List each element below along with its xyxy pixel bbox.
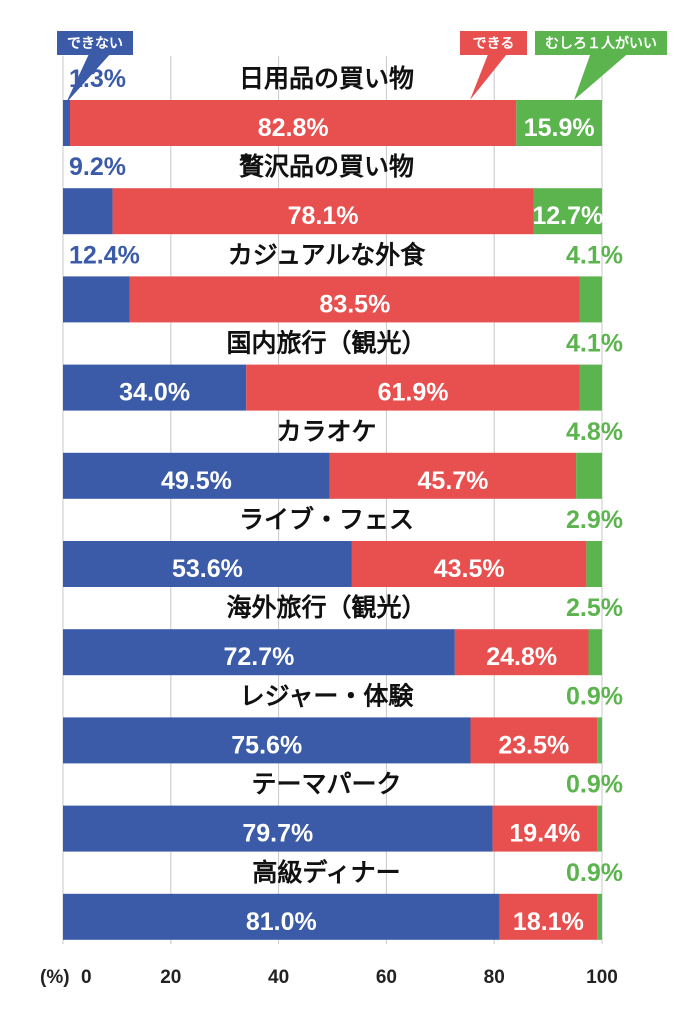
bar-segment — [454, 629, 589, 676]
category-label: カジュアルな外食 — [228, 240, 427, 269]
value-label: 2.5% — [566, 594, 623, 622]
bar-segment — [579, 276, 602, 323]
value-label: 4.1% — [566, 241, 623, 269]
x-unit-label: (%) — [40, 967, 70, 988]
value-label: 43.5% — [434, 555, 505, 583]
legend-callout-pointer — [574, 54, 628, 100]
legend-callout-pointer — [470, 54, 507, 100]
bar-segment — [63, 364, 247, 411]
category-label: 日用品の買い物 — [239, 64, 414, 93]
bar-segment — [63, 717, 471, 764]
value-label: 12.7% — [532, 202, 603, 230]
value-label: 78.1% — [288, 202, 359, 230]
value-label: 61.9% — [378, 379, 449, 407]
legend-label: できる — [473, 36, 515, 52]
value-label: 82.8% — [258, 114, 329, 142]
value-label: 72.7% — [223, 643, 294, 671]
category-label: 高級ディナー — [252, 858, 400, 887]
x-axis: 0 20 40 60 80 100 (%) — [40, 967, 618, 988]
bar-segment — [63, 629, 455, 676]
value-label: 12.4% — [69, 241, 140, 269]
bar-segment — [499, 893, 598, 940]
bar-segment — [246, 364, 580, 411]
bar-segment — [63, 452, 330, 499]
value-label: 23.5% — [498, 731, 569, 759]
legend-callouts: できない できる むしろ１人がいい — [57, 31, 667, 103]
value-label: 49.5% — [161, 467, 232, 495]
legend-label: できない — [67, 36, 123, 52]
category-label: ライブ・フェス — [239, 505, 414, 534]
bar-segment — [63, 541, 352, 587]
bar-segment — [70, 100, 517, 146]
bar-segment — [579, 364, 602, 411]
bar-segment — [63, 276, 130, 323]
category-label: 海外旅行（観光） — [226, 593, 426, 622]
bar-segment — [492, 805, 598, 852]
bar-segment — [470, 717, 598, 764]
bar-segment — [588, 629, 602, 676]
bar-segment — [586, 541, 602, 587]
bar-segment — [112, 188, 534, 235]
bar-segment — [597, 717, 602, 764]
bar-segment — [516, 100, 602, 146]
value-label: 34.0% — [119, 379, 190, 407]
x-tick-label: 0 — [81, 967, 92, 988]
x-tick-label: 100 — [586, 967, 618, 988]
x-tick-label: 60 — [376, 967, 397, 988]
legend-label: むしろ１人がいい — [545, 35, 657, 52]
bar-segment — [597, 893, 602, 940]
legend-callout-box — [57, 31, 133, 55]
bar-segment — [329, 452, 577, 499]
value-label: 53.6% — [172, 555, 243, 583]
x-tick-label: 20 — [160, 967, 181, 988]
value-label: 24.8% — [486, 643, 557, 671]
bar-segment — [351, 541, 587, 587]
value-label: 2.9% — [566, 506, 623, 534]
value-label: 9.2% — [69, 153, 126, 181]
bar-segment — [63, 893, 500, 940]
legend-callout-pointer — [66, 54, 111, 103]
x-tick-label: 80 — [484, 967, 505, 988]
value-label: 83.5% — [319, 290, 390, 318]
value-label: 19.4% — [509, 820, 580, 848]
value-label: 45.7% — [418, 467, 489, 495]
bar-segment — [63, 805, 493, 852]
value-label: 81.0% — [246, 908, 317, 936]
value-label: 0.9% — [566, 859, 623, 887]
bars — [63, 100, 602, 940]
legend-callout-box — [535, 31, 667, 55]
value-label: 15.9% — [524, 114, 595, 142]
value-label: 0.9% — [566, 771, 623, 799]
bar-segment — [576, 452, 602, 499]
legend-callout-box — [460, 31, 527, 55]
bar-segment — [63, 188, 113, 235]
value-label: 4.1% — [566, 330, 623, 358]
bar-segment — [597, 805, 602, 852]
category-label: レジャー・体験 — [240, 681, 415, 710]
category-label: テーマパーク — [251, 770, 401, 799]
category-label: カラオケ — [276, 417, 376, 446]
value-label: 0.9% — [566, 682, 623, 710]
bar-segment — [533, 188, 602, 235]
value-label: 18.1% — [513, 908, 584, 936]
value-label: 75.6% — [231, 731, 302, 759]
bar-segment — [129, 276, 580, 323]
value-label: 4.8% — [566, 418, 623, 446]
x-tick-label: 40 — [268, 967, 289, 988]
category-label: 国内旅行（観光） — [226, 329, 426, 358]
category-label: 贅沢品の買い物 — [239, 152, 414, 181]
value-label: 79.7% — [242, 820, 313, 848]
bar-segment — [63, 100, 71, 146]
